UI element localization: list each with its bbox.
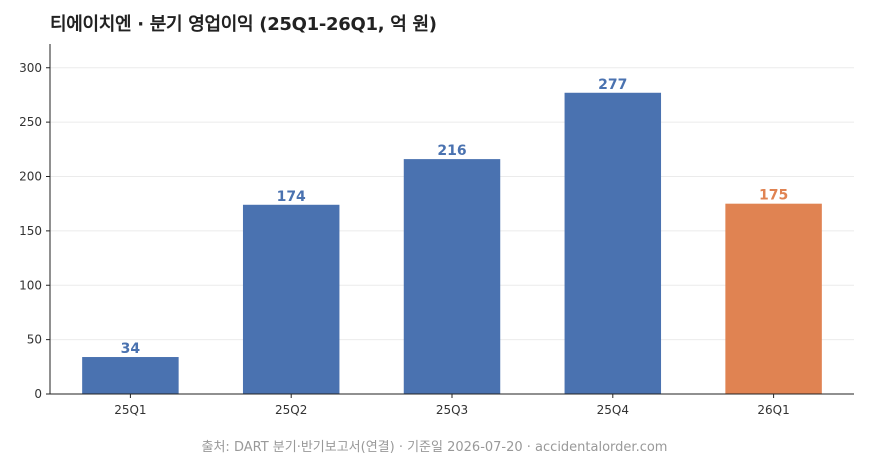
bar-25Q2 bbox=[242, 204, 340, 394]
bars bbox=[82, 92, 822, 394]
x-tick-label-26Q1: 26Q1 bbox=[757, 403, 789, 417]
data-label-26Q1: 175 bbox=[759, 188, 788, 204]
y-tick-label: 50 bbox=[27, 333, 42, 347]
bar-25Q4 bbox=[564, 92, 662, 394]
data-label-25Q4: 277 bbox=[598, 77, 627, 93]
data-label-25Q2: 174 bbox=[277, 189, 306, 205]
data-label-25Q3: 216 bbox=[437, 143, 466, 159]
data-label-25Q1: 34 bbox=[121, 341, 141, 357]
x-tick-label-25Q4: 25Q4 bbox=[597, 403, 629, 417]
bar-26Q1 bbox=[725, 203, 822, 394]
bar-25Q1 bbox=[82, 357, 179, 394]
x-tick-label-25Q2: 25Q2 bbox=[275, 403, 307, 417]
chart-title: 티에이치엔 · 분기 영업이익 (25Q1-26Q1, 억 원) bbox=[50, 14, 437, 35]
axes: 0 50 100 150 200 250 300 25Q1 25Q2 25Q3 25Q4 26Q1 bbox=[19, 44, 854, 417]
y-tick-label: 150 bbox=[19, 224, 42, 238]
y-tick-label: 300 bbox=[19, 61, 42, 75]
x-tick-label-25Q1: 25Q1 bbox=[114, 403, 146, 417]
y-tick-label: 0 bbox=[34, 387, 42, 401]
y-tick-label: 250 bbox=[19, 115, 42, 129]
bar-25Q3 bbox=[403, 159, 501, 394]
x-tick-label-25Q3: 25Q3 bbox=[436, 403, 468, 417]
y-tick-label: 200 bbox=[19, 170, 42, 184]
y-tick-label: 100 bbox=[19, 278, 42, 292]
data-labels: 34 174 216 277 175 bbox=[121, 77, 789, 357]
source-note: 출처: DART 분기·반기보고서(연결) · 기준일 2026-07-20 ·… bbox=[201, 440, 668, 455]
